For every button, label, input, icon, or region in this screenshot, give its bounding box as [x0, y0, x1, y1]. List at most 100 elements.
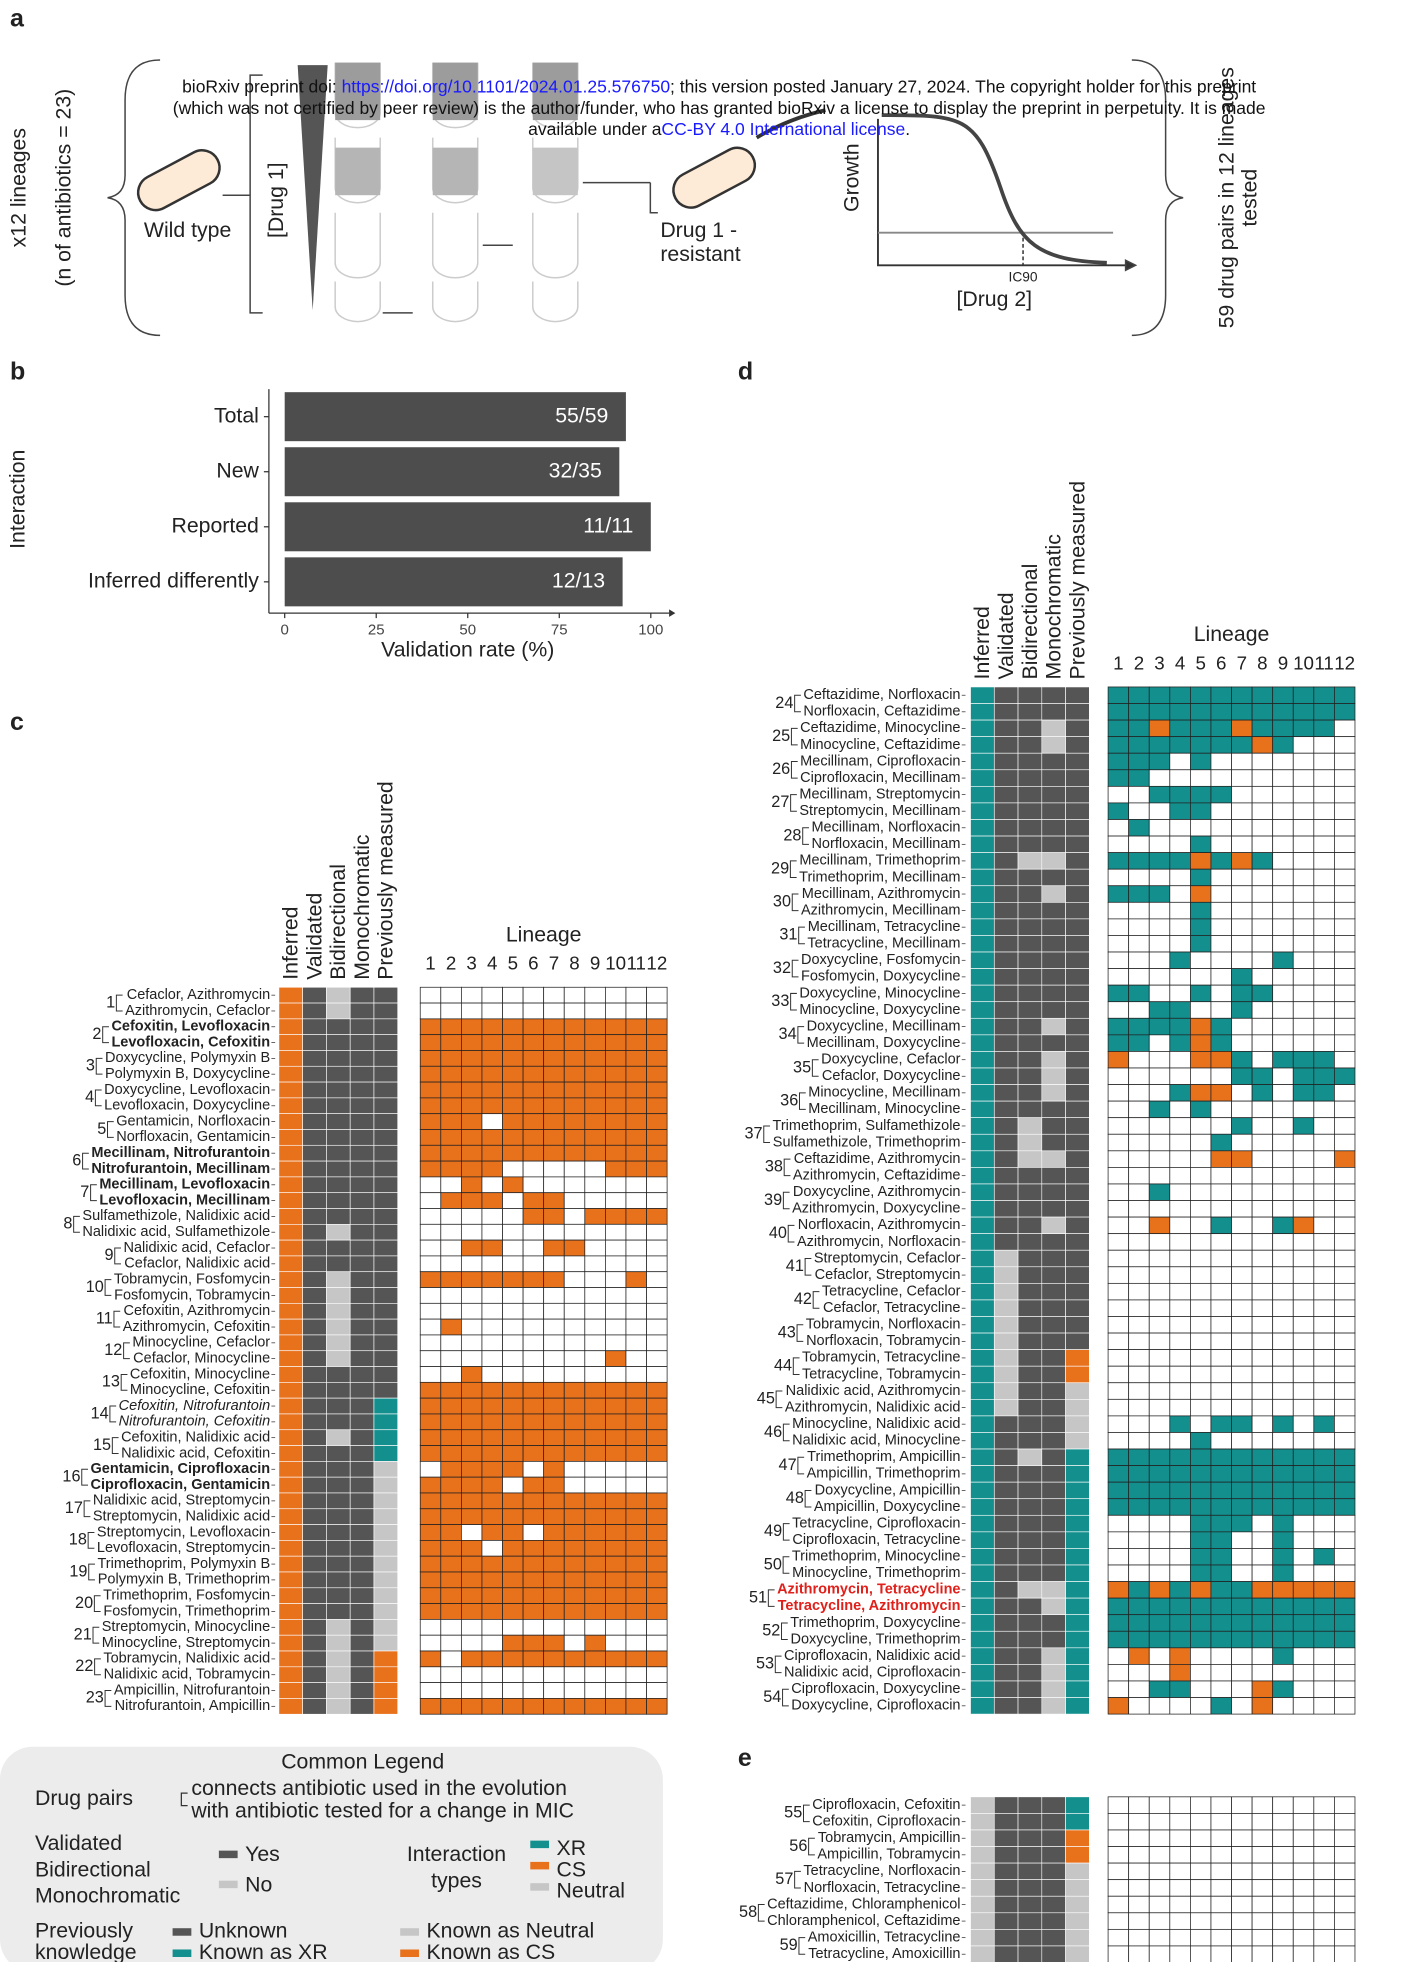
lineage-cell — [1293, 770, 1314, 787]
lineage-cell — [503, 1066, 524, 1082]
lineage-cell — [626, 1050, 647, 1066]
lineage-cell — [482, 1398, 503, 1414]
lineage-cell — [1273, 1880, 1294, 1897]
annotation-cell — [971, 836, 995, 853]
pair-number: 37 — [744, 1125, 762, 1143]
row-label: Fosfomycin, Tobramycin — [114, 1287, 270, 1303]
lineage-cell — [461, 1588, 482, 1604]
lineage-cell — [441, 1066, 462, 1082]
annotation-cell — [1066, 1499, 1090, 1516]
lineage-number: 10 — [1293, 652, 1314, 673]
annotation-cell — [1018, 1913, 1042, 1930]
lineage-cell — [441, 1224, 462, 1240]
annotation-cell — [279, 1288, 303, 1304]
annotation-cell — [303, 1414, 327, 1430]
lineage-cell — [1273, 1383, 1294, 1400]
lineage-cell — [1314, 1698, 1335, 1715]
annotation-cell — [1042, 1035, 1066, 1052]
lineage-cell — [1273, 1598, 1294, 1615]
lineage-cell — [544, 1303, 565, 1319]
annotation-cell — [1018, 1847, 1042, 1864]
row-label: Tetracycline, Mecillinam — [807, 936, 960, 952]
lineage-cell — [482, 1367, 503, 1383]
lineage-cell — [626, 1335, 647, 1351]
lineage-cell — [441, 1145, 462, 1161]
annotation-cell — [350, 1035, 374, 1051]
lineage-cell — [1129, 853, 1150, 870]
lineage-cell — [1190, 1333, 1211, 1350]
lineage-cell — [1232, 919, 1253, 936]
lineage-cell — [544, 1635, 565, 1651]
annotation-cell — [994, 1466, 1018, 1483]
lineage-cell — [1211, 1830, 1232, 1847]
lineage-cell — [1108, 1847, 1129, 1864]
lineage-cell — [1273, 886, 1294, 903]
lineage-cell — [1314, 1068, 1335, 1085]
annotation-cell — [279, 1161, 303, 1177]
annotation-cell — [326, 1509, 350, 1525]
lineage-cell — [1149, 1035, 1170, 1052]
lineage-cell — [441, 1129, 462, 1145]
lineage-cell — [1129, 786, 1150, 803]
lineage-cell — [1211, 770, 1232, 787]
pair-number: 50 — [764, 1555, 782, 1573]
lineage-cell — [461, 1240, 482, 1256]
annotation-cell — [971, 1582, 995, 1599]
lineage-cell — [1252, 1582, 1273, 1599]
annotation-cell — [279, 1698, 303, 1714]
lineage-cell — [544, 1525, 565, 1541]
annotation-cell — [1018, 1466, 1042, 1483]
lineage-cell — [420, 1288, 441, 1304]
row-label: Azithromycin, Cefaclor — [125, 1003, 270, 1019]
lineage-cell — [585, 1050, 606, 1066]
annotation-cell — [1042, 819, 1066, 836]
lineage-cell — [647, 1066, 668, 1082]
lineage-cell — [1190, 1880, 1211, 1897]
lineage-cell — [1293, 1383, 1314, 1400]
lineage-cell — [1211, 1167, 1232, 1184]
annotation-cell — [994, 1300, 1018, 1317]
lineage-cell — [461, 1430, 482, 1446]
lineage-cell — [1170, 1300, 1191, 1317]
annotation-cell — [279, 1651, 303, 1667]
lineage-cell — [461, 1209, 482, 1225]
pair-bracket — [95, 1659, 101, 1675]
lineage-cell — [544, 1430, 565, 1446]
lineage-cell — [1149, 1830, 1170, 1847]
row-label: Cefoxitin, Nalidixic acid — [121, 1429, 270, 1445]
annotation-cell — [350, 1177, 374, 1193]
lineage-cell — [1252, 1134, 1273, 1151]
annotation-cell — [1042, 952, 1066, 969]
lineage-cell — [1170, 737, 1191, 754]
lineage-cell — [1273, 853, 1294, 870]
lineage-cell — [1108, 869, 1129, 886]
annotation-cell — [279, 1019, 303, 1035]
annotation-cell — [350, 1651, 374, 1667]
annotation-cell — [1066, 1797, 1090, 1814]
lineage-cell — [564, 1193, 585, 1209]
lineage-cell — [1273, 1366, 1294, 1383]
annotation-cell — [994, 1217, 1018, 1234]
lineage-cell — [605, 1272, 626, 1288]
annotation-cell — [1018, 803, 1042, 820]
annotation-cell — [279, 1604, 303, 1620]
lineage-cell — [1149, 886, 1170, 903]
annotation-cell — [994, 1648, 1018, 1665]
lineage-cell — [1314, 1482, 1335, 1499]
lineage-cell — [1190, 1201, 1211, 1218]
row-label: Mecillinam, Minocycline — [808, 1101, 960, 1117]
lineage-cell — [1211, 803, 1232, 820]
lineage-cell — [1211, 886, 1232, 903]
lineage-cell — [1149, 935, 1170, 952]
annotation-cell — [1066, 853, 1090, 870]
annotation-cell — [279, 1129, 303, 1145]
annotation-cell — [374, 1430, 398, 1446]
annotation-cell — [1066, 1582, 1090, 1599]
lineage-cell — [1170, 1565, 1191, 1582]
lineage-cell — [1190, 1615, 1211, 1632]
lineage-cell — [1108, 803, 1129, 820]
lineage-cell — [523, 1667, 544, 1683]
row-label: Ciprofloxacin, Doxycycline — [791, 1681, 960, 1697]
lineage-cell — [420, 1129, 441, 1145]
cell — [667, 142, 761, 214]
